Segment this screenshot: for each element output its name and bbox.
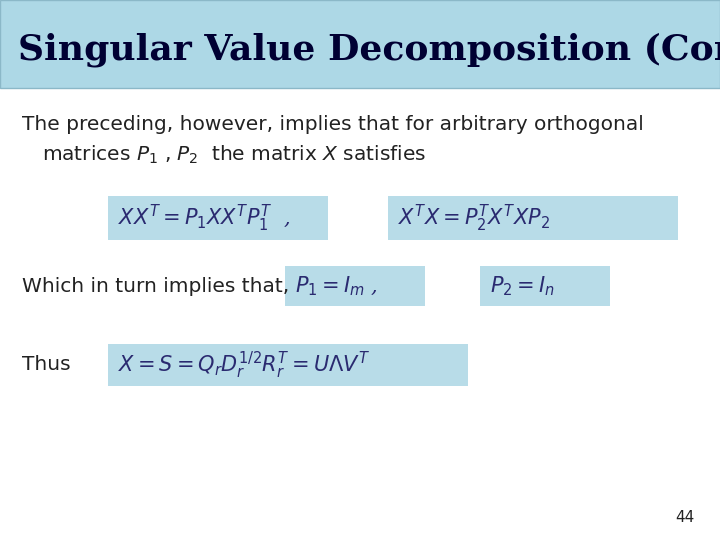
Text: $XX^T = P_1XX^TP_1^T$  ,: $XX^T = P_1XX^TP_1^T$ , [118, 202, 290, 234]
FancyBboxPatch shape [285, 266, 425, 306]
Text: $X = S = Q_r D_r^{1/2} R_r^T = U\Lambda V^T$: $X = S = Q_r D_r^{1/2} R_r^T = U\Lambda … [118, 349, 370, 381]
Text: $P_1 = I_m$ ,: $P_1 = I_m$ , [295, 274, 378, 298]
FancyBboxPatch shape [388, 196, 678, 240]
Text: matrices $P_1$ , $P_2$  the matrix $X$ satisfies: matrices $P_1$ , $P_2$ the matrix $X$ sa… [42, 144, 426, 166]
FancyBboxPatch shape [0, 0, 720, 88]
Text: $X^TX = P_2^TX^TXP_2$: $X^TX = P_2^TX^TXP_2$ [398, 202, 550, 234]
Text: Thus: Thus [22, 355, 71, 375]
FancyBboxPatch shape [108, 196, 328, 240]
FancyBboxPatch shape [108, 344, 468, 386]
FancyBboxPatch shape [480, 266, 610, 306]
Text: 44: 44 [676, 510, 695, 525]
Text: $P_2 = I_n$: $P_2 = I_n$ [490, 274, 554, 298]
Text: The preceding, however, implies that for arbitrary orthogonal: The preceding, however, implies that for… [22, 116, 644, 134]
Text: Which in turn implies that,: Which in turn implies that, [22, 276, 289, 295]
Text: Singular Value Decomposition (Cont.): Singular Value Decomposition (Cont.) [18, 33, 720, 68]
